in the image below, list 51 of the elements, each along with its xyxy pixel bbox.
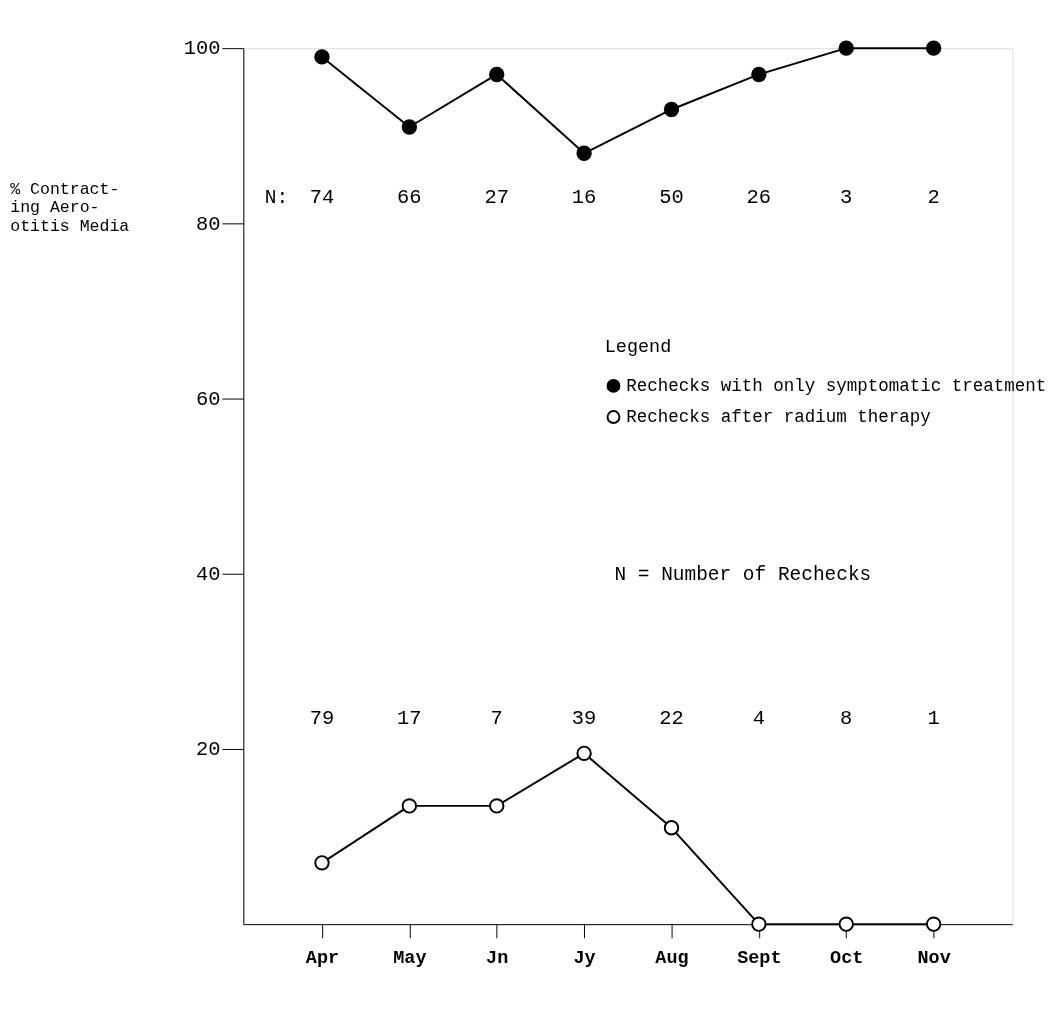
- x-tick-label: Jn: [486, 947, 509, 969]
- annotation: 2: [927, 185, 940, 209]
- point: [314, 855, 330, 871]
- annotation: 27: [484, 185, 509, 209]
- x-tick-label: Aug: [655, 947, 689, 969]
- point: [663, 101, 680, 118]
- y-tick-label: 80: [195, 212, 221, 236]
- y-tick-label: 100: [183, 37, 221, 61]
- y-tick-label: 20: [195, 738, 221, 762]
- legend-label: Rechecks after radium therapy: [626, 406, 931, 427]
- annotation: 16: [571, 185, 597, 209]
- annotation: 66: [397, 185, 422, 209]
- legend-label: Rechecks with only symptomatic treatment: [626, 375, 1047, 396]
- point: [925, 916, 942, 932]
- annotation: 1: [927, 707, 940, 731]
- annotation: 17: [397, 707, 422, 731]
- point: [838, 916, 854, 932]
- x-tick-label: Sept: [737, 947, 782, 969]
- annotation: 39: [571, 707, 597, 731]
- point: [663, 820, 680, 836]
- annotation: 22: [659, 707, 684, 731]
- y-axis-title: % Contract- ing Aero- otitis Media: [10, 179, 130, 236]
- legend-title: Legend: [604, 336, 672, 358]
- x-tick-label: Jy: [573, 947, 596, 969]
- point: [751, 916, 767, 932]
- point: [489, 66, 505, 83]
- annotation: N = Number of Rechecks: [614, 563, 872, 586]
- annotation: 7: [490, 707, 503, 731]
- point: [401, 119, 418, 135]
- point: [925, 40, 942, 56]
- annotation: 26: [746, 185, 772, 209]
- annotation: N:: [264, 186, 289, 209]
- annotation: 74: [309, 185, 335, 209]
- point: [576, 145, 592, 161]
- point: [489, 798, 505, 814]
- x-tick-label: Oct: [830, 947, 864, 969]
- x-tick-label: Apr: [305, 947, 340, 969]
- annotation: 50: [659, 185, 684, 209]
- y-tick-label: 40: [195, 563, 221, 587]
- annotation: 3: [840, 185, 853, 209]
- x-tick-label: May: [393, 947, 427, 969]
- point: [751, 66, 767, 83]
- point: [314, 49, 330, 65]
- x-tick-label: Nov: [917, 947, 951, 969]
- annotation: 4: [752, 707, 765, 731]
- point: [401, 798, 418, 814]
- annotation: 79: [309, 707, 335, 731]
- point: [838, 40, 854, 56]
- y-tick-label: 60: [195, 387, 221, 411]
- point: [576, 745, 592, 762]
- annotation: 8: [840, 707, 853, 731]
